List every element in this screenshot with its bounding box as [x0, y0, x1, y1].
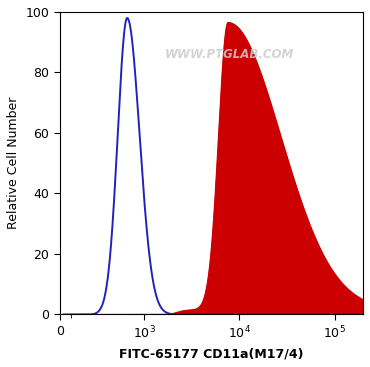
Text: WWW.PTGLAB.COM: WWW.PTGLAB.COM — [165, 48, 294, 61]
X-axis label: FITC-65177 CD11a(M17/4): FITC-65177 CD11a(M17/4) — [119, 347, 304, 360]
Y-axis label: Relative Cell Number: Relative Cell Number — [7, 97, 20, 229]
